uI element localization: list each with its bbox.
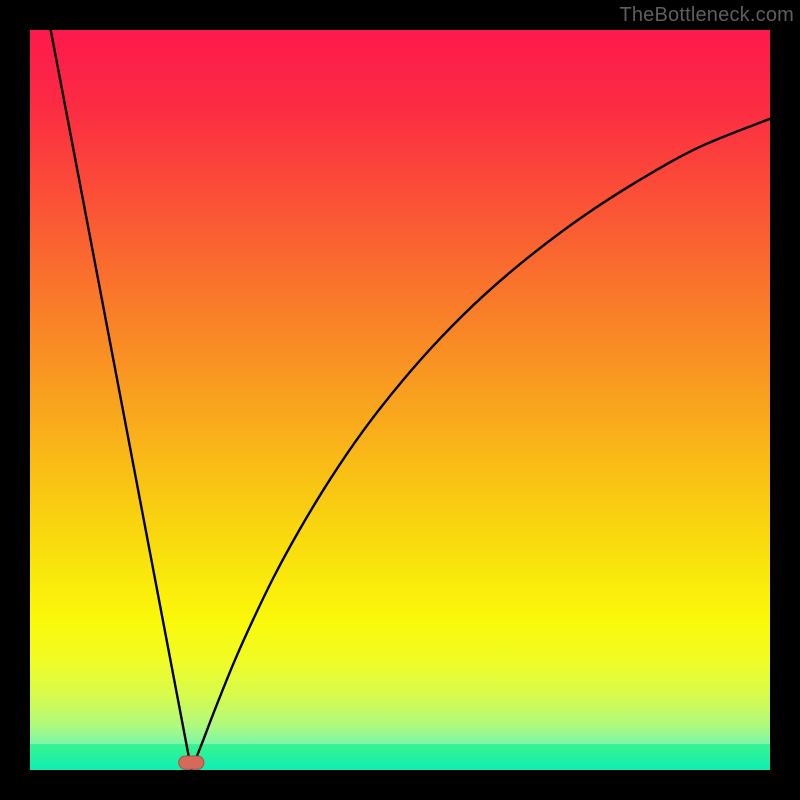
chart-stage: TheBottleneck.com <box>0 0 800 800</box>
chart-background <box>0 0 800 800</box>
